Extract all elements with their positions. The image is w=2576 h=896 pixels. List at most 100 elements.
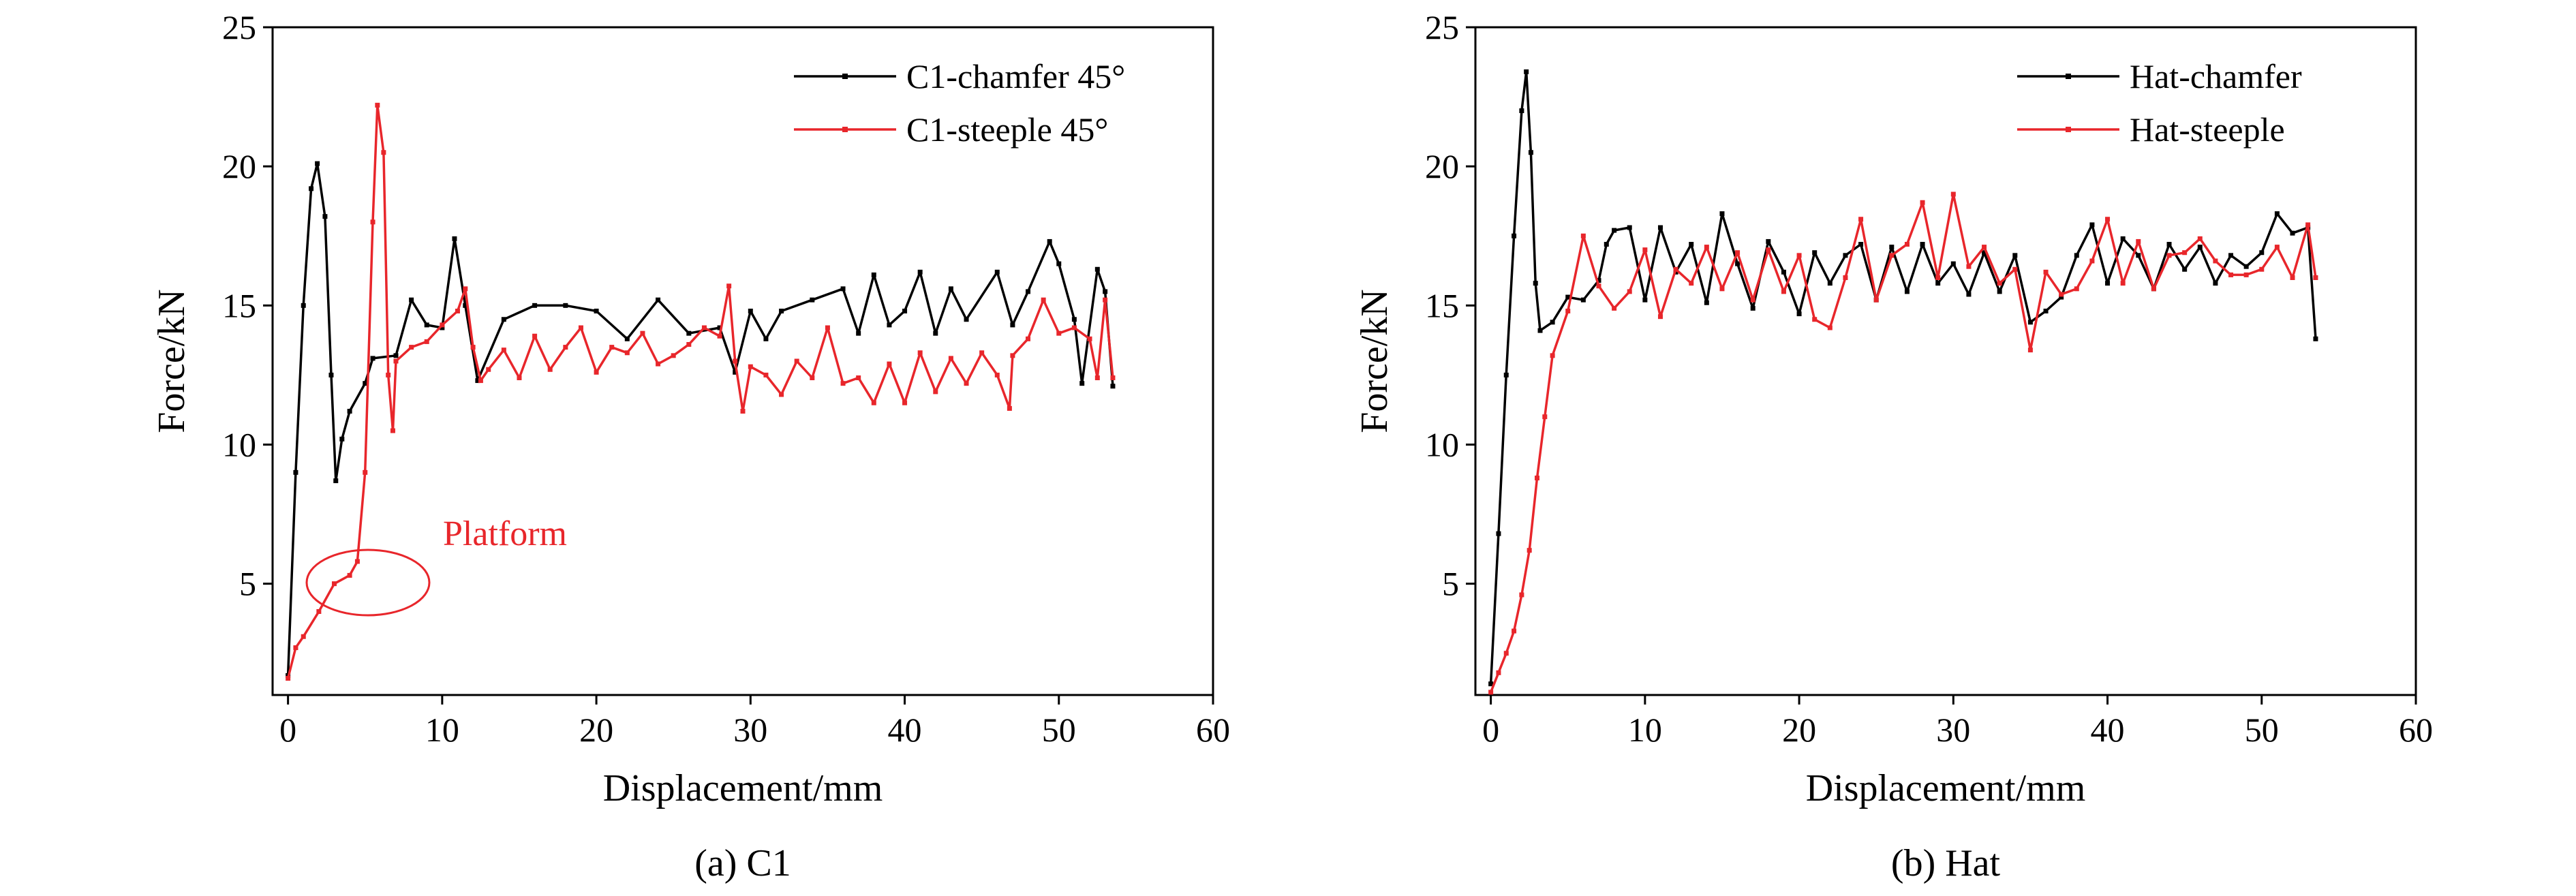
data-point <box>563 345 568 350</box>
data-point <box>810 375 815 380</box>
data-point <box>656 297 661 303</box>
data-point <box>1827 325 1833 330</box>
data-point <box>748 364 753 369</box>
data-point <box>902 400 908 405</box>
data-point <box>1056 261 1062 266</box>
data-point <box>2197 236 2203 241</box>
x-tick-label: 60 <box>2399 711 2433 749</box>
data-point <box>322 214 328 219</box>
data-point <box>624 336 630 341</box>
data-point <box>1056 330 1062 336</box>
data-point <box>2243 264 2249 269</box>
data-point <box>1858 217 1864 222</box>
data-point <box>1766 238 1771 244</box>
data-point <box>994 269 1000 275</box>
data-point <box>1580 297 1586 303</box>
data-point <box>1528 150 1533 155</box>
y-tick-label: 20 <box>1425 147 1459 185</box>
data-point <box>478 378 483 384</box>
data-point <box>964 381 969 386</box>
y-tick-label: 5 <box>239 565 256 603</box>
data-point <box>624 350 630 356</box>
legend-marker <box>842 127 848 132</box>
data-point <box>532 333 538 339</box>
data-point <box>2166 253 2172 258</box>
legend-label: Hat-steeple <box>2130 110 2285 149</box>
x-tick-label: 30 <box>733 711 767 749</box>
data-point <box>1094 375 1100 380</box>
data-point <box>390 428 395 433</box>
data-point <box>2012 266 2018 272</box>
y-tick-label: 10 <box>1425 426 1459 464</box>
data-point <box>375 102 380 108</box>
data-point <box>979 350 985 356</box>
data-point <box>871 272 876 277</box>
data-point <box>1503 651 1509 656</box>
panel-caption: (a) C1 <box>694 842 791 884</box>
data-point <box>1873 297 1879 303</box>
data-point <box>902 309 908 313</box>
data-point <box>1527 548 1532 553</box>
data-point <box>333 478 339 484</box>
data-point <box>2059 294 2064 300</box>
data-point <box>1704 300 1709 305</box>
legend-marker <box>842 74 848 79</box>
data-point <box>656 361 661 367</box>
y-tick-label: 15 <box>1425 286 1459 324</box>
data-point <box>286 676 291 681</box>
data-point <box>578 325 583 330</box>
legend-label: C1-steeple 45° <box>906 110 1108 149</box>
data-point <box>2243 272 2249 277</box>
data-point <box>1041 297 1046 303</box>
data-point <box>1533 281 1538 286</box>
legend-marker <box>2066 74 2071 79</box>
data-point <box>1519 592 1524 598</box>
x-tick-label: 10 <box>1628 711 1662 749</box>
data-point <box>2313 336 2318 341</box>
data-point <box>315 161 320 166</box>
x-tick-label: 0 <box>1482 711 1499 749</box>
data-point <box>779 392 784 397</box>
data-point <box>463 303 468 308</box>
data-point <box>1010 353 1015 358</box>
data-point <box>1604 242 1609 247</box>
plot-frame <box>271 26 1214 696</box>
data-point <box>2290 275 2295 280</box>
data-point <box>1642 297 1648 303</box>
data-point <box>763 372 769 377</box>
y-tick-label: 10 <box>222 426 256 464</box>
data-point <box>1719 286 1725 292</box>
data-point <box>1026 336 1031 341</box>
data-point <box>810 297 815 303</box>
data-point <box>2027 347 2033 353</box>
x-tick-label: 50 <box>2245 711 2279 749</box>
data-point <box>2197 245 2203 250</box>
data-point <box>871 400 876 405</box>
data-point <box>1071 325 1077 330</box>
data-point <box>917 350 923 356</box>
data-point <box>933 389 938 395</box>
data-point <box>2182 266 2188 272</box>
data-point <box>1596 278 1601 283</box>
y-tick-label: 5 <box>1442 565 1459 603</box>
data-point <box>316 609 322 614</box>
data-point <box>1673 266 1678 272</box>
data-point <box>2313 275 2318 280</box>
data-point <box>887 361 892 367</box>
data-point <box>1642 247 1648 253</box>
data-point <box>1858 242 1864 247</box>
data-point <box>293 645 298 651</box>
data-point <box>1627 225 1632 230</box>
data-point <box>779 309 784 313</box>
data-point <box>2043 309 2049 313</box>
data-point <box>370 356 375 361</box>
data-point <box>1079 381 1085 386</box>
data-point <box>1750 305 1755 311</box>
data-point <box>2274 245 2280 250</box>
data-point <box>2059 292 2064 297</box>
data-point <box>1550 320 1555 325</box>
data-point <box>1627 289 1632 294</box>
panel-caption: (b) Hat <box>1891 842 2001 884</box>
data-point <box>2012 253 2018 258</box>
series-red <box>1488 191 2318 695</box>
